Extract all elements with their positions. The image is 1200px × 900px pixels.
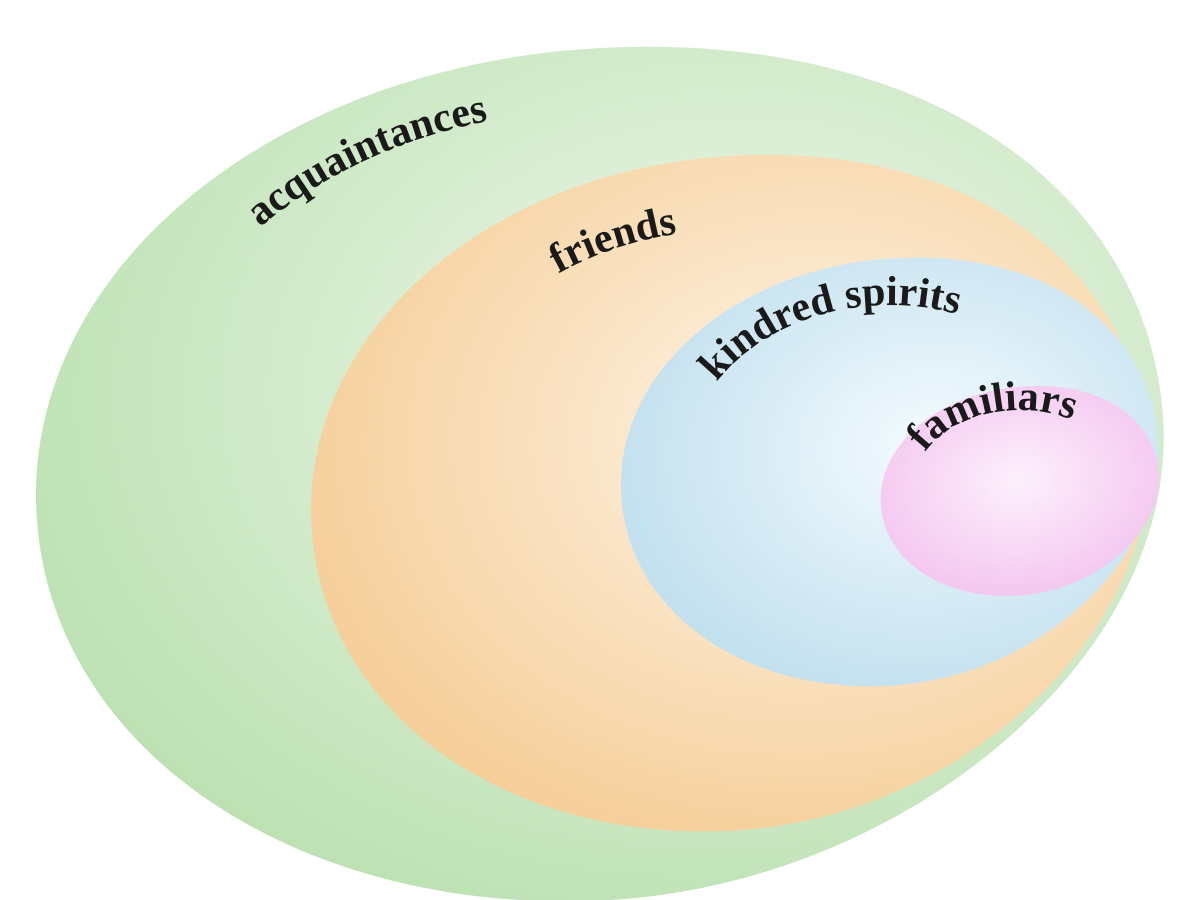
- nested-venn-diagram: acquaintancesfriendskindred spiritsfamil…: [0, 0, 1200, 900]
